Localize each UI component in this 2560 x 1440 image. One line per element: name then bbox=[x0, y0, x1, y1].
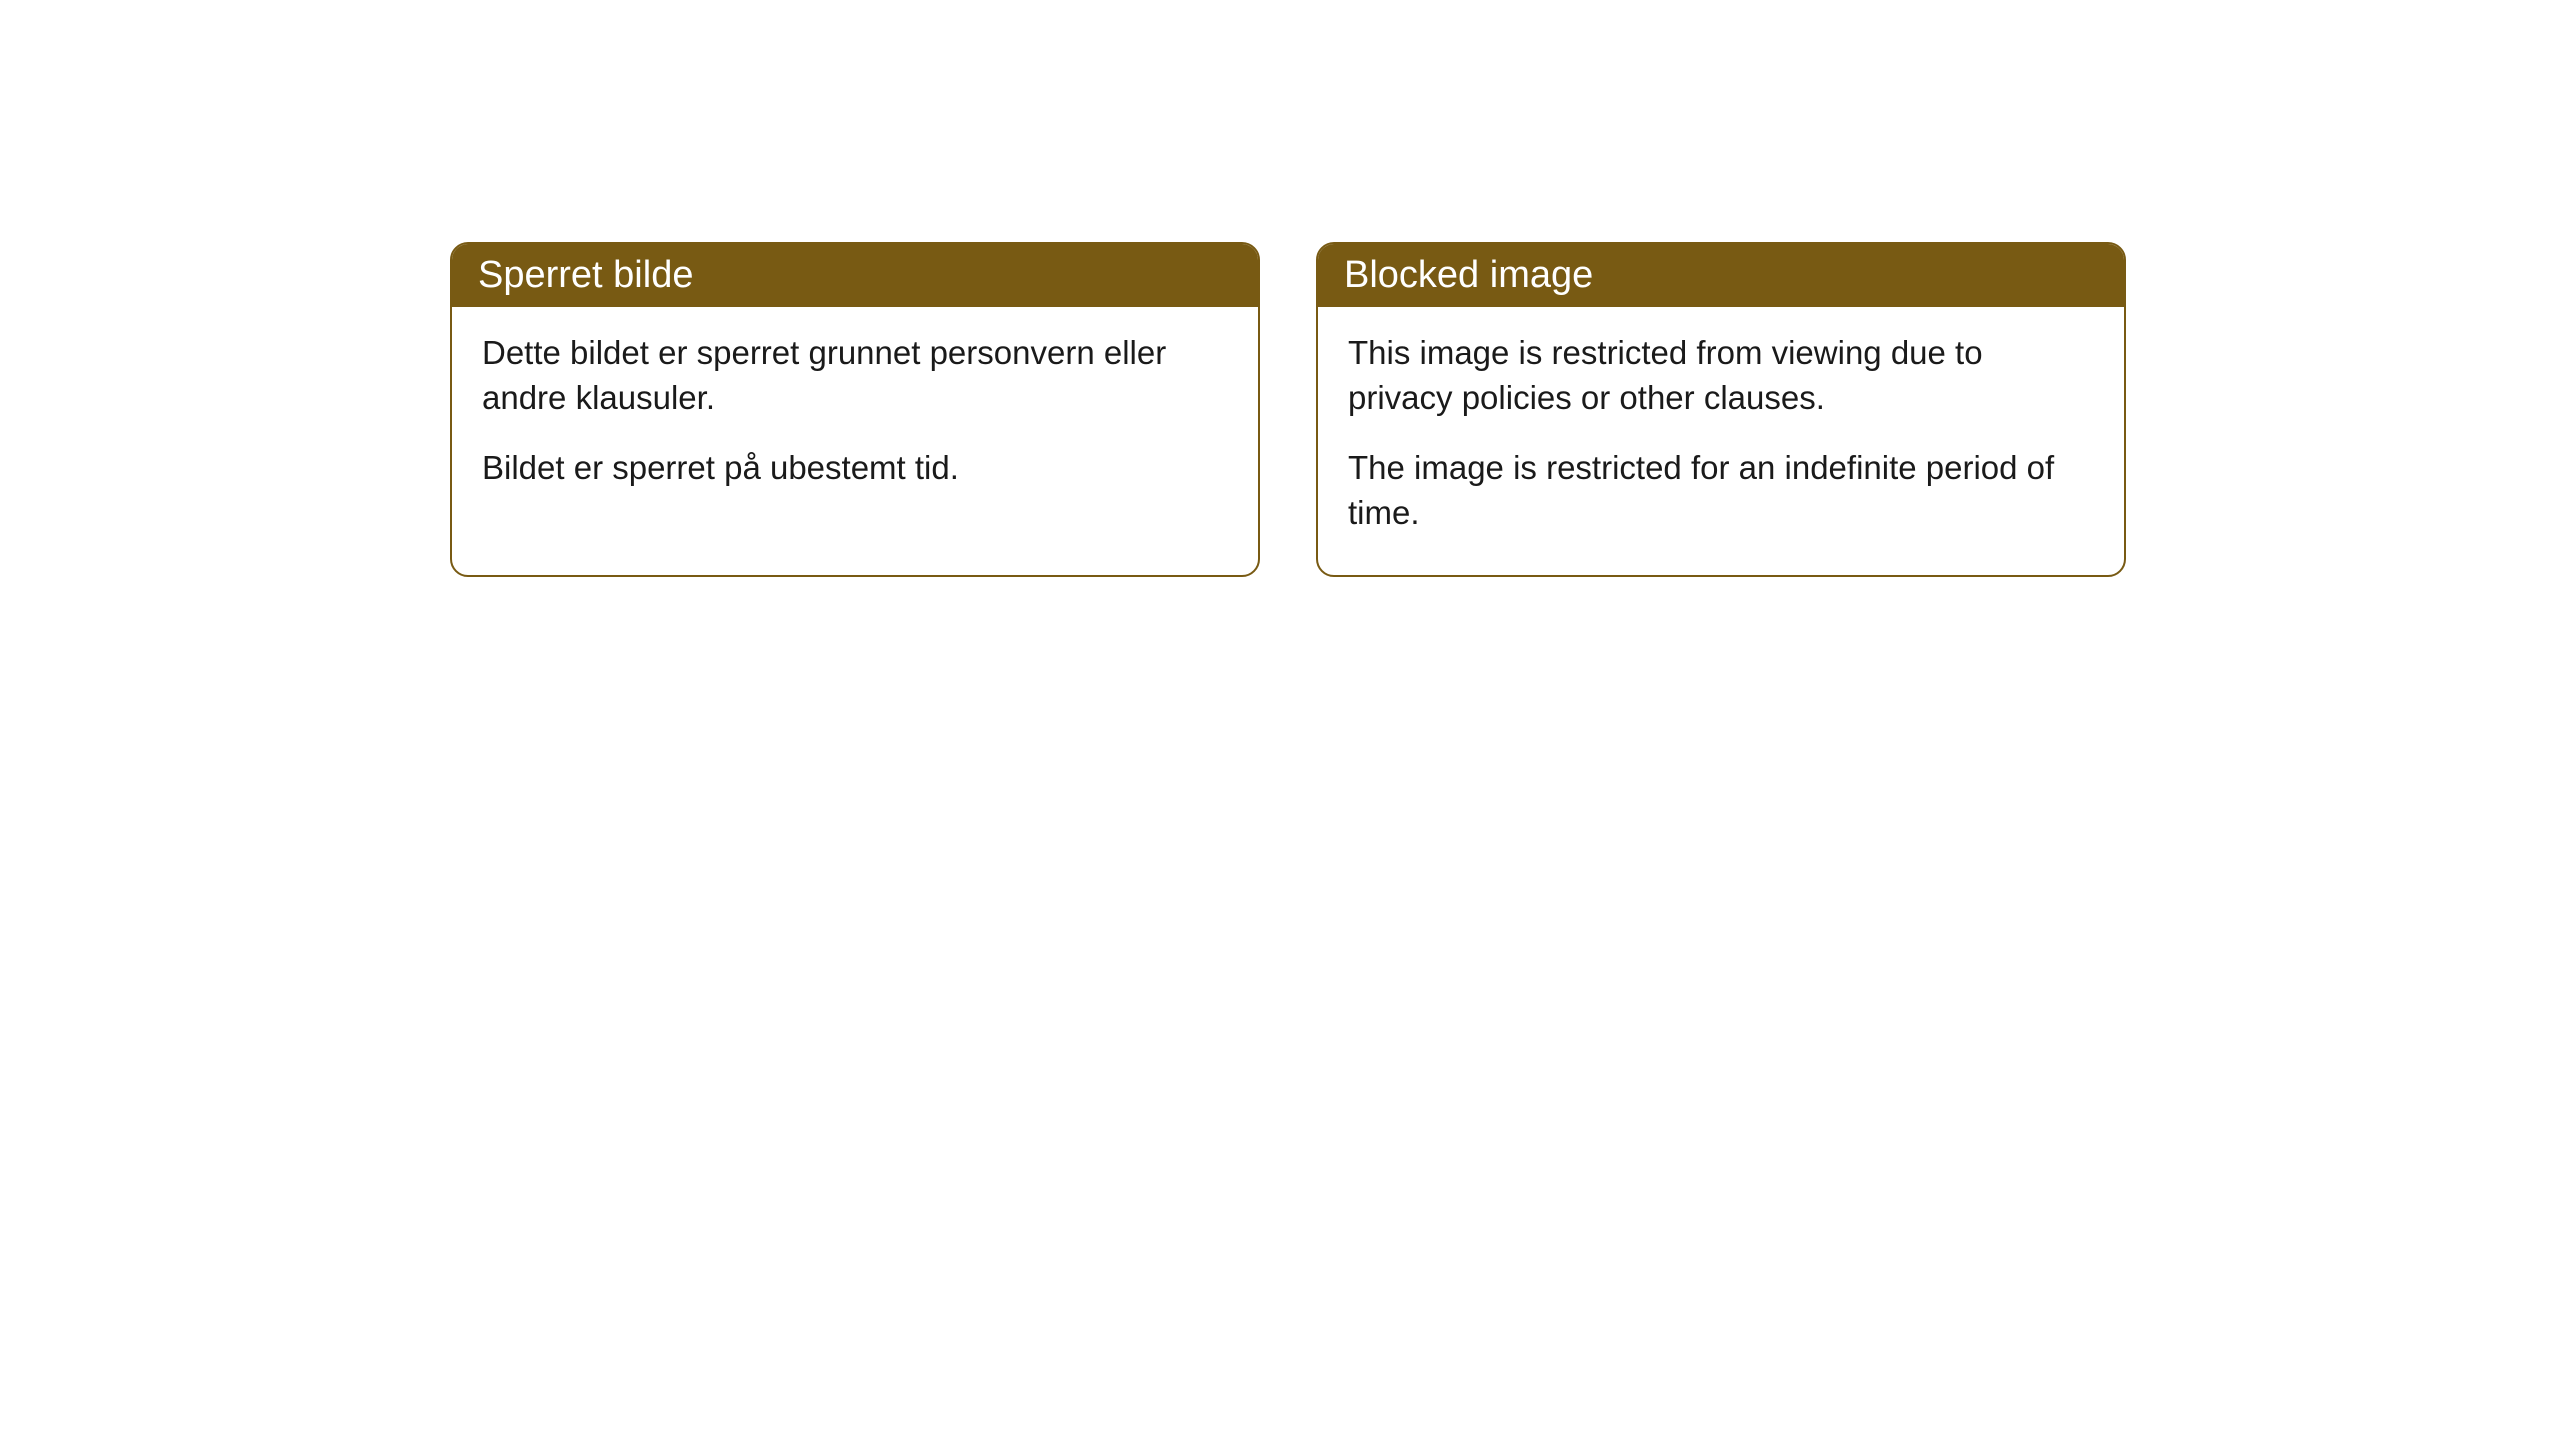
card-body: This image is restricted from viewing du… bbox=[1318, 307, 2124, 575]
cards-container: Sperret bilde Dette bildet er sperret gr… bbox=[450, 242, 2126, 577]
card-header: Sperret bilde bbox=[452, 244, 1258, 307]
card-body: Dette bildet er sperret grunnet personve… bbox=[452, 307, 1258, 531]
card-title: Sperret bilde bbox=[478, 254, 693, 296]
card-header: Blocked image bbox=[1318, 244, 2124, 307]
card-paragraph: Bildet er sperret på ubestemt tid. bbox=[482, 446, 1228, 491]
card-paragraph: The image is restricted for an indefinit… bbox=[1348, 446, 2094, 535]
card-title: Blocked image bbox=[1344, 254, 1593, 296]
blocked-image-card-english: Blocked image This image is restricted f… bbox=[1316, 242, 2126, 577]
blocked-image-card-norwegian: Sperret bilde Dette bildet er sperret gr… bbox=[450, 242, 1260, 577]
card-paragraph: Dette bildet er sperret grunnet personve… bbox=[482, 331, 1228, 420]
card-paragraph: This image is restricted from viewing du… bbox=[1348, 331, 2094, 420]
